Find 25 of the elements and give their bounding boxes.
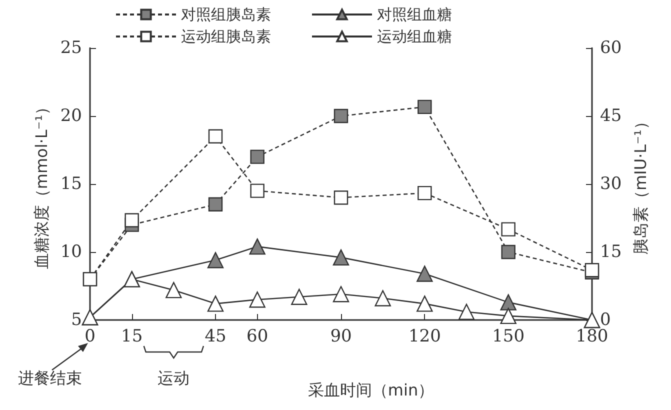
y-axis-title: 血糖浓度（mmol·L⁻¹） <box>32 98 51 270</box>
legend-label: 运动组胰岛素 <box>181 28 271 46</box>
y2-axis-title: 胰岛素（mIU·L⁻¹） <box>631 114 650 254</box>
legend-label: 运动组血糖 <box>377 28 452 46</box>
y-tick-label: 10 <box>60 242 82 262</box>
x-tick-label: 150 <box>492 326 525 346</box>
y2-tick-label: 45 <box>600 106 622 126</box>
x-tick-label: 45 <box>204 326 226 346</box>
x-tick-label: 60 <box>246 326 268 346</box>
y-tick-label: 5 <box>71 310 82 330</box>
x-tick-label: 15 <box>121 326 143 346</box>
x-axis-title: 采血时间（min） <box>308 380 434 400</box>
y-tick-label: 25 <box>60 38 82 58</box>
legend-label: 对照组胰岛素 <box>181 6 271 24</box>
y2-tick-label: 15 <box>600 242 622 262</box>
legend-label: 对照组血糖 <box>377 6 452 24</box>
x-tick-label: 0 <box>84 326 96 346</box>
y2-tick-label: 30 <box>600 174 622 194</box>
y-tick-label: 20 <box>60 106 82 126</box>
text: 进餐结束 <box>18 368 82 388</box>
y2-tick-label: 60 <box>600 38 622 58</box>
x-tick-label: 90 <box>330 326 352 346</box>
text: 运动 <box>158 368 190 388</box>
y-tick-label: 15 <box>60 174 82 194</box>
x-tick-label: 120 <box>408 326 441 346</box>
